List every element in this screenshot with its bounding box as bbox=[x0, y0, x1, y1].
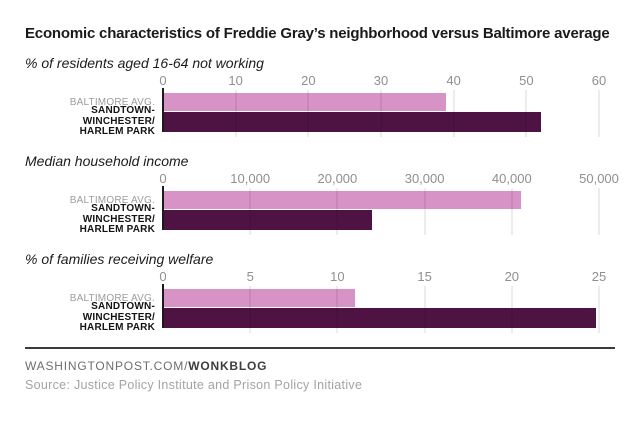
chart-subtitle: Median household income bbox=[25, 153, 189, 169]
axis-tick-label: 15 bbox=[417, 269, 432, 284]
footer-branding: WASHINGTONPOST.COM/WONKBLOG bbox=[25, 359, 615, 373]
gridline bbox=[511, 188, 513, 235]
gridline bbox=[235, 90, 237, 137]
footer-blog-text: WONKBLOG bbox=[188, 359, 268, 373]
axis-tick-label: 5 bbox=[246, 269, 254, 284]
axis-label-spacer bbox=[25, 270, 163, 289]
bar-sandtown-winchester bbox=[163, 308, 596, 328]
axis-tick-label: 30 bbox=[373, 73, 389, 88]
gridline bbox=[249, 286, 251, 333]
axis-zero-line bbox=[162, 88, 164, 132]
axis-tick-label: 10,000 bbox=[230, 171, 271, 186]
axis-tick-label: 25 bbox=[591, 269, 607, 284]
plot-area bbox=[162, 284, 600, 333]
chart-section-median-income: Median household income 0 10,000 20,000 30,… bbox=[0, 153, 640, 236]
footer: WASHINGTONPOST.COM/WONKBLOG Source: Just… bbox=[25, 359, 615, 392]
axis-zero-line bbox=[162, 186, 164, 230]
axis-tick-label: 0 bbox=[159, 73, 167, 88]
chart-section-not-working: % of residents aged 16-64 not working 0 1… bbox=[0, 55, 640, 138]
bars-row: BALTIMORE AVG. SANDTOWN-WINCHESTER/HARLEM… bbox=[25, 284, 640, 334]
gridline bbox=[598, 90, 600, 137]
bar-labels-column: BALTIMORE AVG. SANDTOWN-WINCHESTER/HARLEM… bbox=[25, 191, 163, 236]
axis-tick-label: 50 bbox=[519, 73, 534, 88]
axis-row: 0 5 10 15 20 25 bbox=[25, 270, 640, 289]
axis-tick-label: 0 bbox=[159, 269, 167, 284]
axis-tick-label: 10 bbox=[330, 269, 345, 284]
axis-row: 0 10,000 20,000 30,000 40,000 50,000 bbox=[25, 172, 640, 191]
bar-baltimore-avg bbox=[163, 191, 521, 209]
axis-tick-label: 20,000 bbox=[317, 171, 358, 186]
chart-subtitle: % of residents aged 16-64 not working bbox=[25, 55, 264, 71]
bar-label: BALTIMORE AVG. bbox=[69, 293, 155, 304]
bar-labels-column: BALTIMORE AVG. SANDTOWN-WINCHESTER/HARLEM… bbox=[25, 289, 163, 334]
x-axis: 0 10,000 20,000 30,000 40,000 50,000 bbox=[159, 171, 619, 186]
footer-divider bbox=[25, 347, 615, 349]
bar-sandtown-winchester bbox=[163, 210, 373, 230]
bar-baltimore-avg bbox=[163, 93, 447, 111]
gridline bbox=[598, 188, 600, 235]
bar-label: BALTIMORE AVG. bbox=[69, 195, 155, 206]
bar-sandtown-winchester bbox=[163, 112, 541, 132]
axis-tick-label: 60 bbox=[591, 73, 607, 88]
bar-label: SANDTOWN-WINCHESTER/HARLEM PARK bbox=[79, 105, 155, 138]
gridline bbox=[525, 90, 527, 137]
x-axis: 0 10 20 30 40 50 60 bbox=[159, 73, 606, 88]
chart-title: Economic characteristics of Freddie Gray… bbox=[25, 25, 610, 42]
plot-area bbox=[162, 88, 600, 137]
bar-label: BALTIMORE AVG. bbox=[69, 97, 155, 108]
gridline bbox=[598, 286, 600, 333]
axis-tick-label: 20 bbox=[301, 73, 316, 88]
axis-tick-label: 30,000 bbox=[404, 171, 445, 186]
axis-tick-label: 40 bbox=[446, 73, 461, 88]
bar-baltimore-avg bbox=[163, 289, 355, 307]
axis-zero-line bbox=[162, 284, 164, 328]
bar-label: SANDTOWN-WINCHESTER/HARLEM PARK bbox=[79, 301, 155, 334]
gridline bbox=[380, 90, 382, 137]
axis-tick-label: 20 bbox=[504, 269, 520, 284]
axis-row: 0 10 20 30 40 50 60 bbox=[25, 74, 640, 93]
bar-labels-column: BALTIMORE AVG. SANDTOWN-WINCHESTER/HARLEM… bbox=[25, 93, 163, 138]
gridline bbox=[511, 286, 513, 333]
axis-tick-label: 50,000 bbox=[579, 171, 619, 186]
footer-source-text: Source: Justice Policy Institute and Pri… bbox=[25, 378, 363, 392]
bars-row: BALTIMORE AVG. SANDTOWN-WINCHESTER/HARLEM… bbox=[25, 88, 640, 138]
axis-label-spacer bbox=[25, 172, 163, 191]
footer-site-text: WASHINGTONPOST.COM/ bbox=[25, 359, 189, 373]
gridline bbox=[424, 286, 426, 333]
gridline bbox=[336, 188, 338, 235]
gridline bbox=[307, 90, 309, 137]
bars-row: BALTIMORE AVG. SANDTOWN-WINCHESTER/HARLEM… bbox=[25, 186, 640, 236]
gridline bbox=[336, 286, 338, 333]
chart-subtitle: % of families receiving welfare bbox=[25, 251, 214, 267]
axis-tick-label: 10 bbox=[228, 73, 243, 88]
axis-tick-label: 0 bbox=[159, 171, 167, 186]
gridline bbox=[424, 188, 426, 235]
axis-label-spacer bbox=[25, 74, 163, 93]
gridline bbox=[249, 188, 251, 235]
x-axis: 0 5 10 15 20 25 bbox=[159, 269, 606, 284]
axis-tick-label: 40,000 bbox=[491, 171, 532, 186]
chart-section-welfare: % of families receiving welfare 0 5 10 15 20… bbox=[0, 251, 640, 334]
plot-area bbox=[162, 186, 600, 235]
gridline bbox=[453, 90, 455, 137]
bar-label: SANDTOWN-WINCHESTER/HARLEM PARK bbox=[79, 203, 155, 236]
